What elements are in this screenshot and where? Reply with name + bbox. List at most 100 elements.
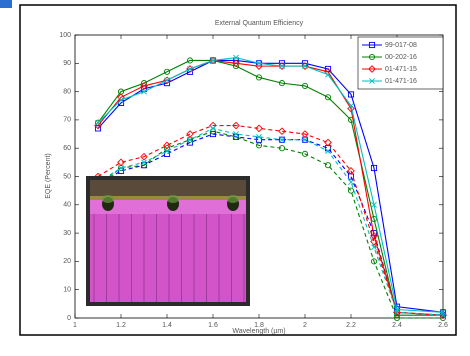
x-tick-label: 2.6 [438,322,448,329]
corner-icon [0,0,12,8]
marker [279,63,285,70]
marker [233,131,239,137]
marker [141,159,147,166]
marker [370,232,378,240]
marker [325,71,331,78]
marker [164,148,170,154]
series-line [97,59,443,316]
legend-label: 01-471-16 [385,78,417,85]
inset-body [90,200,246,302]
marker [279,136,285,143]
marker [232,121,240,130]
marker [186,57,194,64]
marker [140,152,148,161]
y-tick-label: 10 [63,287,71,294]
marker [232,59,240,68]
x-tick-label: 1.6 [208,322,218,329]
series-line [97,130,443,319]
marker [164,77,170,84]
y-tick-label: 100 [59,32,71,39]
marker [210,125,216,132]
x-tick-label: 1.2 [116,322,126,329]
marker [163,141,171,150]
marker [301,130,309,138]
y-tick-label: 60 [63,145,71,152]
marker [324,162,332,169]
y-tick-label: 40 [63,202,71,209]
marker [301,82,309,89]
legend-label: 00-202-16 [385,54,417,61]
chart-title: External Quantum Efficiency [215,20,304,27]
marker [440,309,446,316]
x-tick-label: 2 [303,322,307,329]
marker [302,63,308,70]
marker [394,306,400,313]
marker [324,94,332,101]
series-line [97,127,444,316]
marker [324,138,332,147]
x-tick-label: 1.8 [254,322,264,329]
marker [187,136,193,143]
y-tick-label: 30 [63,230,71,237]
y-tick-label: 80 [63,88,71,95]
inset-glow [227,195,239,203]
marker [348,102,354,109]
series-line [97,133,444,316]
x-tick-label: 2.4 [392,322,402,329]
marker [95,119,101,126]
marker [371,201,377,208]
marker [209,56,217,65]
marker [278,127,286,136]
inset-top [90,180,246,196]
x-axis-label: Wavelength (µm) [232,328,285,335]
legend-label: 01-471-15 [385,66,417,73]
marker [163,68,171,75]
inset-glow [167,195,179,203]
marker [301,150,309,157]
inset-photo [86,176,250,306]
legend-marker [368,65,376,73]
y-tick-label: 0 [67,315,71,322]
marker [118,97,124,104]
inset-glow [102,195,114,203]
marker [255,74,263,81]
y-tick-label: 20 [63,258,71,265]
marker [141,88,147,95]
marker [394,309,400,316]
frame [19,4,457,336]
series-line [97,59,444,316]
x-tick-label: 1.4 [162,322,172,329]
marker [140,82,148,90]
series-line [97,125,444,316]
marker [187,66,193,72]
y-axis-label: EQE (Percent) [45,153,52,199]
legend-label: 99-017-08 [385,42,417,49]
y-tick-label: 50 [63,173,71,180]
marker [255,124,263,133]
marker [370,164,378,172]
marker [256,133,262,140]
marker [210,57,216,64]
marker [278,136,286,143]
marker [325,148,331,154]
y-tick-label: 90 [63,60,71,67]
marker [347,91,355,98]
marker [256,60,262,67]
marker [347,187,355,194]
marker [371,244,377,251]
legend-marker [368,53,376,61]
marker [94,125,102,132]
y-tick-label: 70 [63,117,71,124]
legend-marker [369,78,375,84]
x-tick-label: 1 [73,322,77,329]
marker [440,312,446,319]
marker [118,165,124,171]
marker [301,62,309,70]
marker [117,158,125,167]
marker [278,145,286,152]
marker [370,258,378,265]
legend-marker [368,41,376,49]
marker [348,179,354,186]
marker [255,142,263,149]
